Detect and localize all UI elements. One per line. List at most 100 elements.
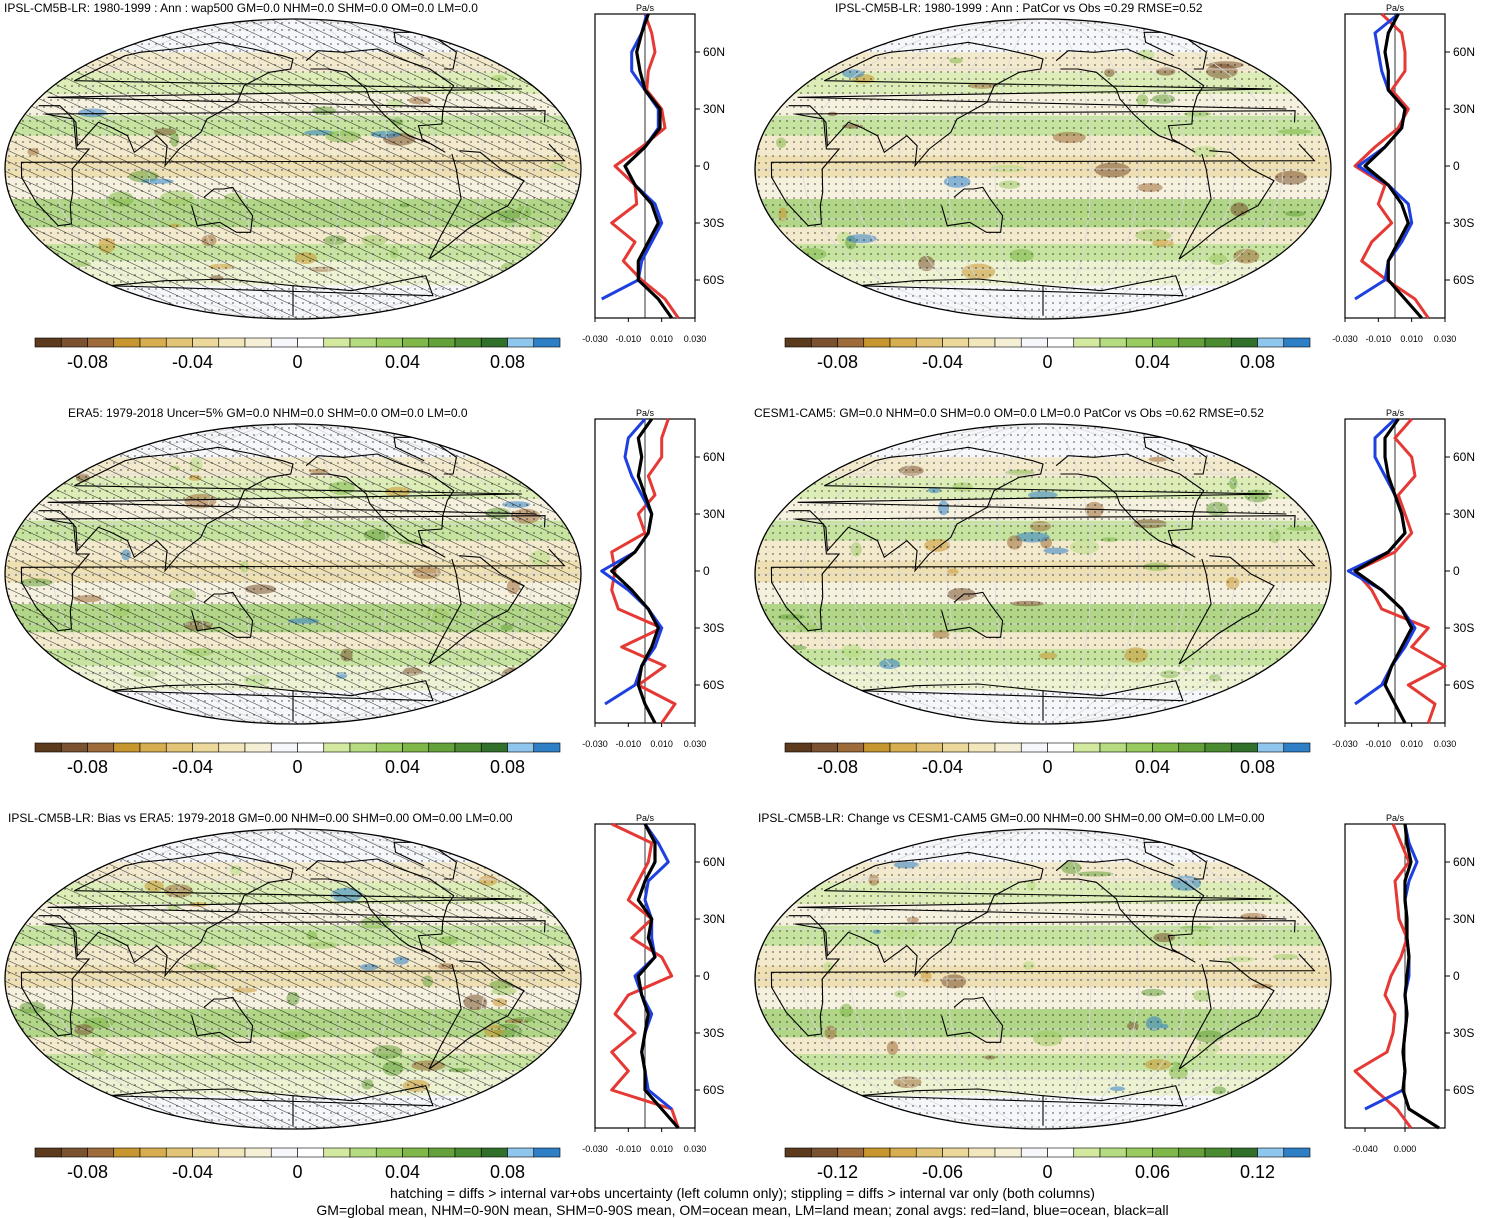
colorbar-swatch [349,742,377,753]
x-tick-label: 0.000 [1394,1144,1417,1154]
zonal-unit-label: Pa/s [1386,813,1405,823]
y-tick-label: 0 [1453,159,1460,173]
colorbar-swatch [480,337,508,348]
colorbar-swatch [810,742,838,753]
zonal-series-land [1353,12,1430,319]
panel-title: IPSL-CM5B-LR: 1980-1999 : Ann : wap500 G… [4,1,478,15]
hatching [5,424,581,724]
colorbar-label: 0.04 [1135,352,1170,372]
x-tick-label: 0.010 [650,739,673,749]
colorbar-swatch [1257,742,1285,753]
zonal-series-all [610,418,660,724]
colorbar-swatch [1204,337,1232,348]
colorbar-swatch [113,742,141,753]
colorbar-swatch [139,742,167,753]
colorbar-label: -0.06 [922,1162,963,1182]
zonal-mean-plot: Pa/s 60N 30N 0 30S 60S -0.030 -0.010 0.010 0.030 [582,408,725,749]
anomaly-patch [778,261,787,273]
colorbar-swatch [915,337,943,348]
colorbar-swatch [1283,742,1311,753]
colorbar-swatch [375,742,403,753]
colorbar-swatch [192,1147,220,1158]
zonal-mean-plot: Pa/s 60N 30N 0 30S 60S -0.030 -0.010 0.010 0.030 [1332,3,1475,344]
colorbar-swatch [1047,1147,1075,1158]
anomaly-patch [18,54,55,62]
x-tick-label: -0.030 [1332,739,1358,749]
stippling [755,424,1331,724]
x-tick-label: -0.010 [616,1144,642,1154]
colorbar-label: 0 [292,352,302,372]
colorbar-swatch [60,742,88,753]
colorbar: -0.08 -0.04 0 0.04 0.08 [34,742,561,777]
colorbar-swatch [1099,1147,1127,1158]
zonal-unit-label: Pa/s [636,408,655,418]
colorbar-label: 0.04 [385,1162,420,1182]
colorbar-label: 0.08 [1240,352,1275,372]
hatching [5,829,581,1129]
colorbar-swatch [218,1147,246,1158]
y-tick-label: 60N [1453,45,1475,59]
colorbar-swatch [1230,1147,1258,1158]
colorbar-swatch [375,1147,403,1158]
colorbar-swatch [1047,337,1075,348]
zonal-series-all [1401,823,1440,1130]
colorbar-swatch [1178,742,1206,753]
map [4,828,582,1130]
zonal-unit-label: Pa/s [636,3,655,13]
y-tick-label: 0 [1453,564,1460,578]
anomaly-patch [522,467,543,480]
panel-middle-left: ERA5: 1979-2018 Uncer=5% GM=0.0 NHM=0.0 … [0,405,740,811]
colorbar-swatch [1047,742,1075,753]
colorbar-swatch [428,337,456,348]
map-border [754,423,1332,725]
colorbar-label: 0.04 [1135,757,1170,777]
x-tick-label: 0.010 [1400,334,1423,344]
map-layer [755,424,1331,724]
colorbar-swatch [1178,337,1206,348]
colorbar-swatch [480,742,508,753]
colorbar-swatch [454,337,482,348]
anomaly-patch [1288,661,1299,667]
zonal-series-all [623,13,674,319]
colorbar: -0.08 -0.04 0 0.04 0.08 [784,337,1311,372]
colorbar: -0.12 -0.06 0 0.06 0.12 [784,1147,1311,1182]
colorbar-swatch [87,1147,115,1158]
colorbar-swatch [454,1147,482,1158]
colorbar-swatch [113,337,141,348]
x-tick-label: -0.010 [1366,334,1392,344]
x-tick-label: 0.010 [1400,739,1423,749]
colorbar-swatch [889,337,917,348]
colorbar-swatch [507,742,535,753]
y-tick-label: 60S [1453,273,1474,287]
y-tick-label: 30N [703,507,725,521]
y-tick-label: 30S [703,621,724,635]
zonal-mean-plot: Pa/s 60N 30N 0 30S 60S -0.030 -0.010 0.010 0.030 [582,813,725,1154]
y-tick-label: 60S [703,1083,724,1097]
colorbar-swatch [1152,742,1180,753]
colorbar-swatch [784,1147,812,1158]
y-tick-label: 0 [703,159,710,173]
colorbar-swatch [323,742,351,753]
colorbar-swatch [402,742,430,753]
colorbar-swatch [1125,742,1153,753]
colorbar-swatch [889,1147,917,1158]
colorbar-swatch [480,1147,508,1158]
colorbar-swatch [1204,1147,1232,1158]
anomaly-patch [30,467,58,482]
colorbar-swatch [533,1147,561,1158]
colorbar-swatch [507,337,535,348]
colorbar-swatch [863,742,891,753]
y-tick-label: 30N [703,912,725,926]
y-tick-label: 60S [703,273,724,287]
y-tick-label: 60N [703,45,725,59]
y-tick-label: 30S [703,216,724,230]
stippling [755,19,1331,319]
colorbar-label: 0 [292,757,302,777]
y-tick-label: 60N [1453,855,1475,869]
colorbar-swatch [323,1147,351,1158]
panel-title: ERA5: 1979-2018 Uncer=5% GM=0.0 NHM=0.0 … [68,406,468,420]
map-border [754,828,1332,1130]
y-tick-label: 30S [703,1026,724,1040]
map [754,828,1332,1130]
colorbar-swatch [1073,337,1101,348]
